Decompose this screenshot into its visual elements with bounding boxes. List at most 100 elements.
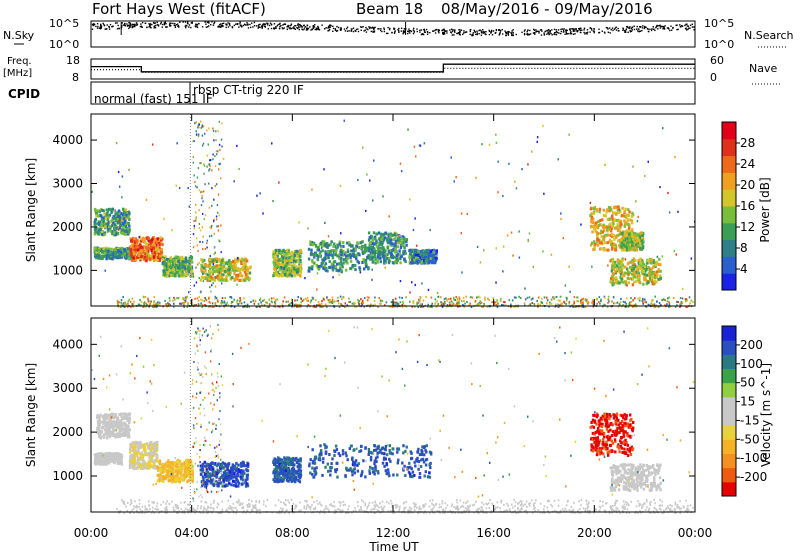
nsky-dot (117, 24, 119, 27)
nsky-dot (590, 27, 593, 30)
ground-scatter-cell (283, 296, 286, 299)
echo-cell (397, 236, 400, 240)
ground-scatter-cell (560, 302, 562, 305)
echo-cell (116, 220, 120, 224)
echo-cell (173, 273, 177, 277)
ground-scatter-cell (607, 298, 610, 301)
nsky-dot (557, 29, 560, 31)
nsky-dot (423, 33, 425, 36)
echo-cell (617, 207, 621, 211)
ground-scatter-cell (329, 298, 331, 301)
echo-cell (414, 253, 418, 257)
nsky-dot (267, 28, 269, 30)
nsky-dot (286, 28, 288, 30)
echo-cell (618, 269, 621, 273)
echo-cell (612, 222, 615, 226)
echo-cell (217, 270, 220, 274)
ground-scatter-cell (200, 302, 202, 305)
echo-cell (136, 254, 140, 257)
ground-scatter-cell (554, 305, 557, 308)
echo-cell (317, 255, 320, 259)
ground-scatter-cell (568, 302, 570, 305)
echo-cell (330, 240, 333, 244)
ground-scatter-cell (541, 297, 543, 300)
echo-cell (338, 252, 341, 256)
nsky-dot (426, 33, 429, 35)
ground-scatter-cell (519, 297, 522, 299)
nsky-dot (508, 31, 510, 33)
nsky-dot (383, 27, 385, 29)
echo-cell (324, 262, 328, 266)
echo-cell (626, 229, 629, 232)
ground-scatter-cell (470, 306, 473, 308)
echo-cell (631, 276, 634, 280)
echo-cell (95, 254, 98, 258)
nsky-dot (446, 32, 448, 34)
echo-cell (106, 218, 109, 222)
ground-scatter-cell (331, 296, 334, 299)
echo-cell (628, 234, 631, 238)
echo-cell (387, 256, 391, 260)
nsky-dot (315, 27, 318, 29)
nsky-dot (253, 21, 256, 24)
echo-cell (127, 215, 130, 219)
echo-cell (191, 274, 194, 278)
nsearch-tick-low: 10^0 (704, 38, 734, 51)
echo-cell (616, 281, 620, 285)
echo-cell (418, 260, 421, 264)
echo-cell (398, 252, 402, 256)
nsky-dot (365, 26, 367, 29)
echo-cell (349, 256, 352, 260)
echo-cell (100, 248, 103, 252)
echo-cell (590, 224, 593, 228)
nsky-dot (97, 25, 99, 28)
nsky-dot (149, 25, 151, 27)
nsky-dot (476, 30, 478, 32)
nsky-dot (251, 22, 253, 24)
ground-scatter-cell (668, 296, 671, 299)
echo-cell (161, 254, 164, 258)
nsky-dot (259, 23, 261, 26)
nsky-dot (179, 21, 181, 23)
echo-cell (283, 258, 287, 262)
echo-cell (342, 244, 345, 248)
ground-scatter-cell (658, 302, 661, 305)
nsky-dot (292, 26, 295, 28)
echo-cell (140, 255, 143, 259)
ground-scatter-cell (561, 302, 563, 305)
echo-cell (236, 260, 239, 264)
echo-cell (630, 268, 634, 272)
noise-cell (178, 186, 181, 190)
echo-cell (283, 268, 287, 272)
nsky-dot (298, 24, 301, 26)
echo-cell (148, 239, 151, 243)
echo-cell (119, 220, 122, 224)
ground-scatter-cell (211, 302, 214, 305)
nsky-dot (359, 26, 362, 28)
nsky-frame (90, 20, 696, 48)
echo-cell (225, 261, 228, 265)
nsky-dot (344, 30, 347, 32)
echo-cell (244, 275, 247, 279)
ground-scatter-cell (337, 302, 340, 305)
nsky-dot (622, 27, 624, 29)
ground-scatter-cell (681, 297, 684, 300)
ground-scatter-cell (452, 303, 455, 306)
nsky-dot (99, 26, 101, 29)
ground-scatter-cell (598, 296, 601, 299)
echo-cell (641, 242, 644, 246)
ground-scatter-cell (209, 302, 212, 304)
nsky-dot (154, 25, 156, 27)
echo-cell (617, 220, 620, 224)
ground-scatter-cell (393, 301, 395, 304)
echo-cell (285, 256, 288, 260)
ground-scatter-cell (124, 301, 127, 304)
echo-cell (422, 258, 426, 262)
nsky-dot (372, 26, 374, 28)
echo-cell (116, 218, 119, 221)
ground-scatter-cell (414, 305, 416, 308)
ground-scatter-cell (317, 301, 320, 304)
ground-scatter-cell (246, 303, 249, 306)
echo-cell (611, 275, 615, 279)
nsky-dot (656, 24, 658, 27)
